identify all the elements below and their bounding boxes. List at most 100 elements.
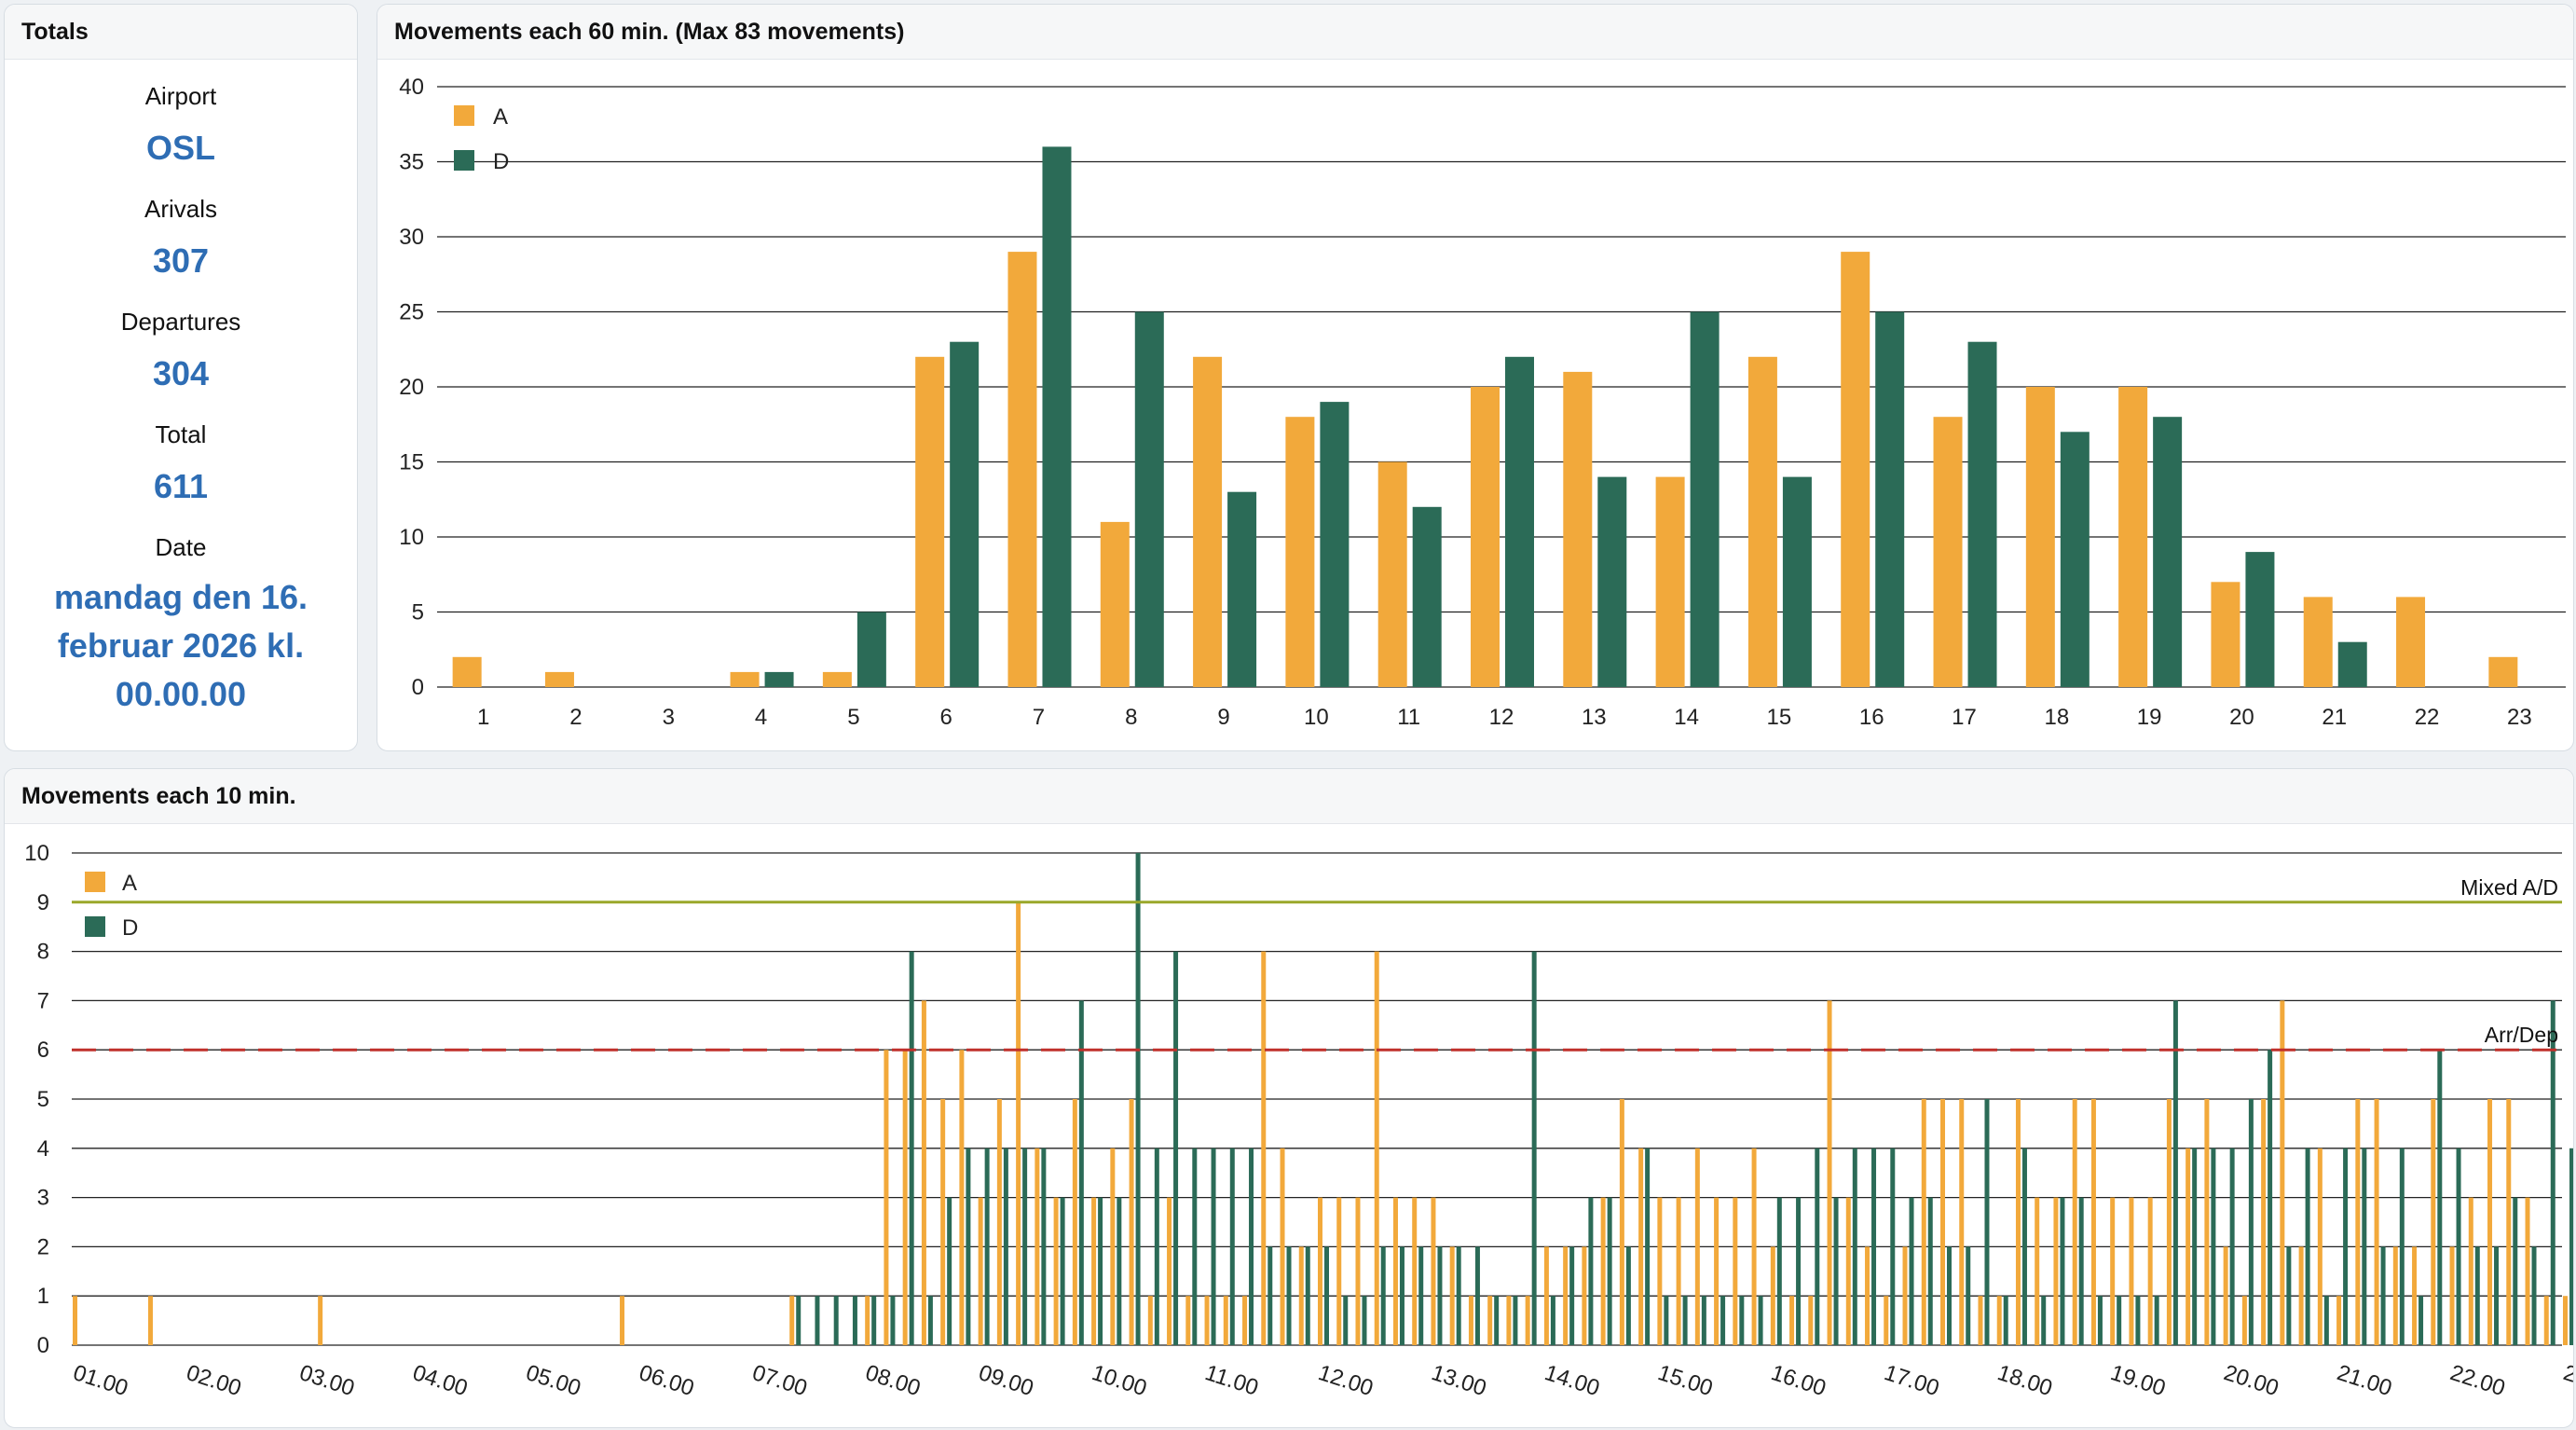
arrivals-bar <box>2090 1099 2096 1345</box>
arrivals-bar <box>902 1050 908 1345</box>
arrivals-bar <box>1827 1000 1832 1345</box>
totals-panel: Totals Airport OSL Arivals 307 Departure… <box>4 4 358 751</box>
y-tick-label: 15 <box>399 450 424 475</box>
arrivals-bar <box>2261 1099 2267 1345</box>
arrivals-bar <box>2525 1197 2530 1345</box>
arrivals-bar <box>1600 1197 1606 1345</box>
x-tick-label: 16.00 <box>1768 1360 1829 1401</box>
legend-a-label: A <box>493 104 508 130</box>
arrivals-bar <box>1582 1246 1587 1345</box>
arrivals-bar <box>1336 1197 1342 1345</box>
x-tick-label: 10.00 <box>1089 1360 1149 1401</box>
arrivals-bar <box>1298 1246 1304 1345</box>
arrivals-bar <box>1392 1197 1398 1345</box>
arrivals-bar <box>2392 1246 2398 1345</box>
arrivals-bar <box>1129 1099 1134 1345</box>
departures-bar <box>1531 951 1537 1345</box>
departures-bar <box>2135 1296 2141 1345</box>
x-tick-label: 05.00 <box>523 1360 583 1401</box>
x-tick-label: 3 <box>663 705 675 730</box>
arrivals-bar <box>2374 1099 2379 1345</box>
arrivals-bar <box>2543 1296 2549 1345</box>
x-tick-label: 06.00 <box>636 1360 696 1401</box>
arrivals-bar <box>2488 656 2518 687</box>
y-tick-label: 7 <box>37 988 49 1013</box>
arrivals-bar <box>1808 1296 1814 1345</box>
arrivals-bar <box>1884 1296 1889 1345</box>
departures-bar <box>2456 1148 2461 1345</box>
departures-bar <box>1909 1197 1914 1345</box>
y-tick-label: 5 <box>412 600 424 626</box>
y-tick-label: 8 <box>37 940 49 965</box>
y-tick-label: 0 <box>37 1333 49 1358</box>
legend-a-label: A <box>122 871 137 896</box>
departures-bar <box>1320 402 1350 687</box>
departures-bar <box>1412 506 1442 687</box>
arrivals-bar <box>1940 1099 1945 1345</box>
departures-bar <box>1645 1148 1651 1345</box>
departures-bar <box>1134 311 1164 687</box>
y-tick-label: 2 <box>37 1234 49 1259</box>
departures-bar <box>1947 1246 1952 1345</box>
departures-bar <box>1815 1148 1820 1345</box>
arrivals-bar <box>978 1197 983 1345</box>
arrivals-bar <box>1543 1246 1549 1345</box>
departures-bar <box>1117 1197 1122 1345</box>
arrivals-bar <box>2166 1099 2172 1345</box>
x-tick-label: 4 <box>755 705 767 730</box>
arrivals-bar <box>1714 1197 1720 1345</box>
departures-bar <box>2531 1246 2537 1345</box>
arrivals-bar <box>1747 356 1777 687</box>
legend-d-swatch <box>85 916 105 937</box>
legend-d-swatch <box>454 150 474 171</box>
arrivals-bar <box>1007 252 1037 687</box>
arrivals-bar <box>2035 1197 2040 1345</box>
arrivals-bar <box>822 671 852 687</box>
arrivals-bar <box>1657 1197 1663 1345</box>
tenmin-chart-title: Movements each 10 min. <box>5 769 2573 824</box>
date-value: mandag den 16. februar 2026 kl. 00.00.00 <box>53 578 308 713</box>
y-tick-label: 9 <box>37 890 49 915</box>
departures-bar <box>2286 1246 2292 1345</box>
x-tick-label: 17 <box>1952 705 1977 730</box>
departures-bar <box>2117 1296 2122 1345</box>
x-tick-label: 18 <box>2044 705 2069 730</box>
arrivals-bar <box>2147 1197 2153 1345</box>
departures-bar <box>856 612 886 687</box>
arrivals-bar <box>2118 387 2148 687</box>
arrivals-bar <box>1789 1296 1795 1345</box>
arrivals-bar <box>2412 1246 2418 1345</box>
arrivals-bar <box>959 1050 965 1345</box>
arrivals-bar <box>2336 1296 2342 1345</box>
arrivals-bar <box>1841 252 1870 687</box>
departures-bar <box>1720 1296 1726 1345</box>
arrivals-bar <box>940 1099 946 1345</box>
arrivals-value: 307 <box>152 241 210 280</box>
departures-bar <box>2021 1148 2027 1345</box>
date-label: Date <box>155 533 207 561</box>
arrivals-bar <box>1978 1296 1983 1345</box>
departures-bar <box>871 1296 877 1345</box>
x-tick-label: 19 <box>2137 705 2162 730</box>
departures-bar <box>927 1296 933 1345</box>
departures-bar <box>1305 1246 1310 1345</box>
departures-bar <box>1890 1148 1896 1345</box>
arrivals-bar <box>2487 1099 2493 1345</box>
arrivals-bar <box>1921 1099 1926 1345</box>
arrivals-bar <box>2223 1246 2228 1345</box>
departures-bar <box>2550 1000 2555 1345</box>
arrivals-bar <box>1902 1246 1908 1345</box>
x-tick-label: 13 <box>1582 705 1607 730</box>
departures-bar <box>2153 417 2183 687</box>
departures-bar <box>890 1296 896 1345</box>
departures-bar <box>2154 1296 2159 1345</box>
x-tick-label: 20 <box>2229 705 2254 730</box>
departures-bar <box>1833 1197 1839 1345</box>
totals-title: Totals <box>5 5 357 60</box>
y-tick-label: 30 <box>399 225 424 250</box>
x-tick-label: 11 <box>1397 705 1420 730</box>
departures-bar <box>1003 1148 1008 1345</box>
departures-bar <box>2513 1197 2518 1345</box>
departures-bar <box>2078 1197 2084 1345</box>
